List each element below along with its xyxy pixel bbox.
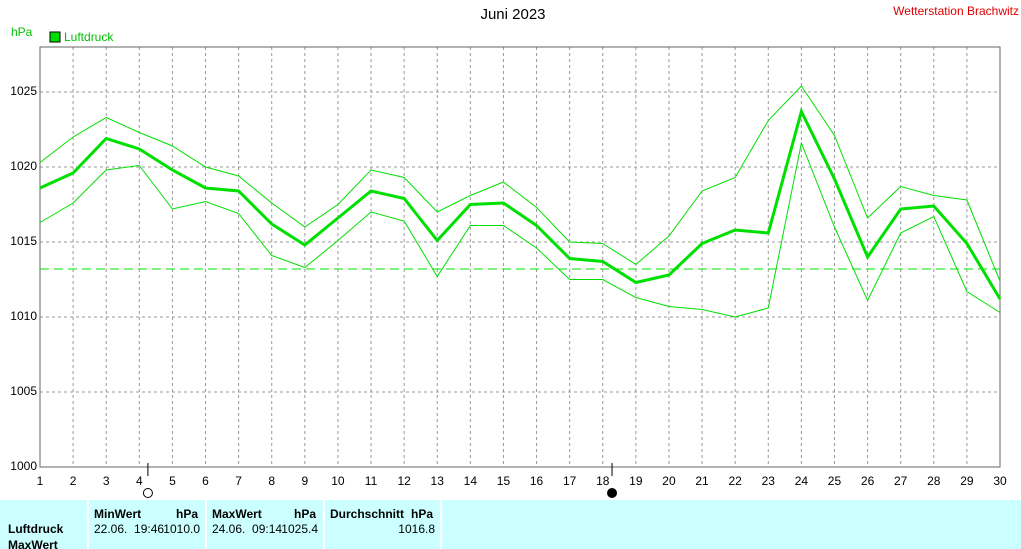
x-tick-label: 6 bbox=[202, 474, 209, 488]
x-tick-label: 22 bbox=[728, 474, 742, 488]
cell-value: 1025.4 bbox=[281, 522, 318, 536]
x-tick-label: 1 bbox=[37, 474, 44, 488]
chart-title: Juni 2023 bbox=[480, 6, 545, 23]
x-tick-label: 24 bbox=[795, 474, 809, 488]
plot-frame bbox=[39, 46, 1001, 468]
table-panel bbox=[0, 500, 1021, 549]
x-tick-label: 8 bbox=[268, 474, 275, 488]
x-tick-label: 3 bbox=[103, 474, 110, 488]
x-tick-label: 12 bbox=[397, 474, 411, 488]
x-tick-label: 17 bbox=[563, 474, 577, 488]
x-tick-label: 2 bbox=[70, 474, 77, 488]
moon-symbol bbox=[142, 488, 153, 498]
x-tick-label: 4 bbox=[136, 474, 143, 488]
x-tick-label: 20 bbox=[662, 474, 676, 488]
line-series bbox=[39, 107, 1002, 300]
cell-time: 24.06. 09:14 bbox=[212, 522, 282, 536]
row-label: MaxWert bbox=[8, 538, 58, 549]
row-label: Luftdruck bbox=[8, 522, 64, 536]
x-tick-label: 11 bbox=[365, 474, 378, 488]
y-tick-label: 1025 bbox=[10, 84, 37, 98]
x-tick-label: 14 bbox=[464, 474, 478, 488]
x-tick-label: 5 bbox=[169, 474, 176, 488]
cell-value: 1010.0 bbox=[163, 522, 200, 536]
legend-swatch bbox=[49, 31, 61, 43]
column-unit: hPa bbox=[176, 507, 198, 521]
x-tick-label: 18 bbox=[596, 474, 610, 488]
column-title: MinWert bbox=[94, 507, 141, 521]
x-tick-label: 23 bbox=[762, 474, 776, 488]
y-tick-label: 1005 bbox=[10, 384, 37, 398]
x-tick-label: 27 bbox=[894, 474, 908, 488]
x-tick-label: 15 bbox=[497, 474, 511, 488]
cell-value: 1016.8 bbox=[398, 522, 435, 536]
x-tick-label: 10 bbox=[331, 474, 345, 488]
y-tick-label: 1000 bbox=[10, 459, 37, 473]
x-tick-label: 9 bbox=[301, 474, 308, 488]
x-tick-label: 25 bbox=[828, 474, 842, 488]
x-tick-label: 13 bbox=[431, 474, 445, 488]
column-title: Durchschnitt bbox=[330, 507, 404, 521]
x-tick-label: 26 bbox=[861, 474, 875, 488]
column-unit: hPa bbox=[411, 507, 433, 521]
legend-label: Luftdruck bbox=[64, 30, 114, 44]
x-tick-label: 21 bbox=[695, 474, 709, 488]
x-tick-label: 28 bbox=[927, 474, 941, 488]
station-name: Wetterstation Brachwitz bbox=[893, 4, 1019, 18]
x-tick-label: 16 bbox=[530, 474, 544, 488]
y-tick-label: 1020 bbox=[10, 159, 37, 173]
cell-time: 22.06. 19:46 bbox=[94, 522, 164, 536]
x-tick-label: 7 bbox=[235, 474, 242, 488]
line-series bbox=[39, 141, 1001, 318]
y-axis-label: hPa bbox=[11, 25, 33, 39]
moon-symbol bbox=[607, 488, 618, 498]
column-title: MaxWert bbox=[212, 507, 262, 521]
line-series bbox=[39, 85, 1001, 282]
y-tick-label: 1015 bbox=[10, 234, 37, 248]
x-tick-label: 19 bbox=[629, 474, 643, 488]
x-tick-label: 29 bbox=[960, 474, 974, 488]
y-tick-label: 1010 bbox=[10, 309, 37, 323]
x-tick-label: 30 bbox=[993, 474, 1007, 488]
column-unit: hPa bbox=[294, 507, 316, 521]
